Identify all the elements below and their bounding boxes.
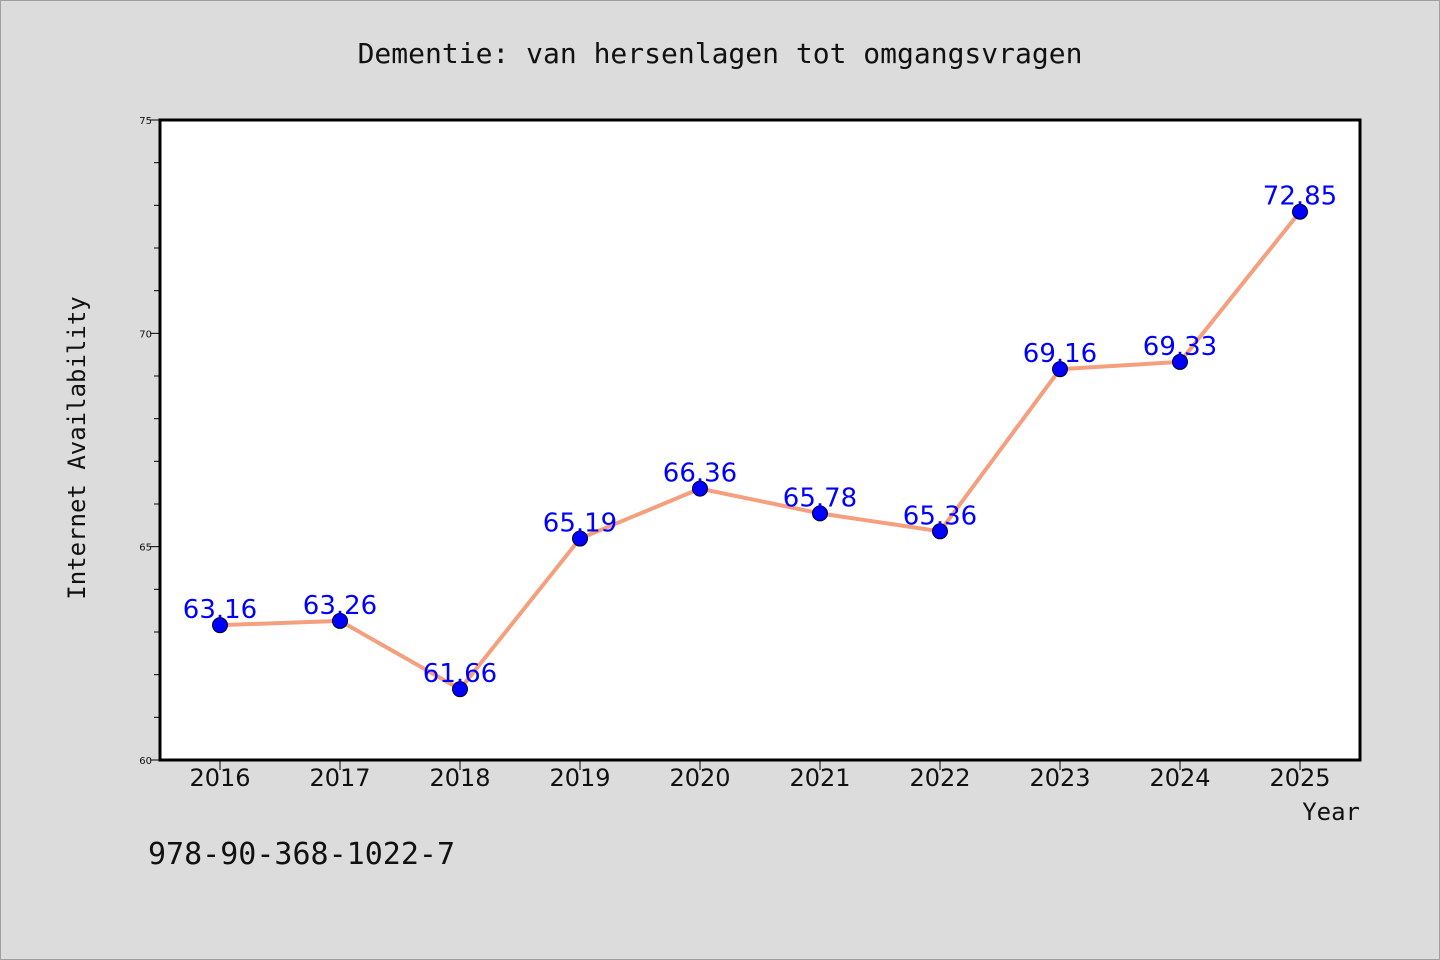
data-series: [212, 203, 1308, 698]
data-point: [812, 505, 828, 522]
data-label: 65.19: [543, 509, 617, 539]
data-label: 66.36: [663, 459, 737, 489]
data-point: [332, 612, 348, 629]
x-tick-label: 2021: [789, 764, 850, 792]
y-tick-label: 60: [139, 756, 152, 767]
y-axis: 60 65 70 75: [139, 116, 160, 767]
data-label: 65.36: [903, 501, 977, 531]
x-tick-label: 2022: [909, 764, 970, 792]
data-label: 69.33: [1143, 332, 1217, 362]
y-tick-label: 75: [139, 116, 152, 127]
data-point: [1292, 203, 1308, 220]
data-point: [692, 480, 708, 497]
data-label: 65.78: [783, 483, 857, 513]
plot-area: [158, 118, 1362, 762]
y-tick-label: 65: [139, 543, 152, 554]
x-axis-label: Year: [1302, 798, 1360, 826]
y-tick-label: 70: [139, 329, 152, 340]
data-label: 63.26: [303, 591, 377, 621]
data-point: [932, 523, 948, 540]
x-tick-label: 2019: [549, 764, 610, 792]
data-point: [1172, 353, 1188, 370]
series-line: [219, 210, 1302, 692]
x-tick-label: 2017: [309, 764, 370, 792]
x-tick-label: 2016: [189, 764, 250, 792]
x-tick-label: 2023: [1029, 764, 1090, 792]
data-label: 61.66: [423, 659, 497, 689]
data-point: [452, 681, 468, 698]
y-axis-label: Internet Availability: [63, 296, 91, 599]
data-point: [1052, 361, 1068, 378]
data-label: 69.16: [1023, 339, 1097, 369]
x-tick-label: 2024: [1149, 764, 1210, 792]
x-tick-label: 2018: [429, 764, 490, 792]
data-label: 63.16: [183, 595, 257, 625]
footer-isbn: 978-90-368-1022-7: [148, 837, 455, 872]
data-label: 72.85: [1263, 182, 1337, 212]
data-labels: 63.16 63.26 61.66 65.19 66.36 65.78 65.36 69.16…: [183, 182, 1337, 689]
chart-title: Dementie: van hersenlagen tot omgangsvra…: [358, 37, 1083, 70]
x-tick-label: 2025: [1269, 764, 1330, 792]
data-point: [212, 617, 228, 634]
data-point: [572, 530, 588, 547]
x-axis: 2016 2017 2018 2019 2020 2021 2022 2023 2024 2025: [189, 760, 1331, 792]
x-tick-label: 2020: [669, 764, 730, 792]
